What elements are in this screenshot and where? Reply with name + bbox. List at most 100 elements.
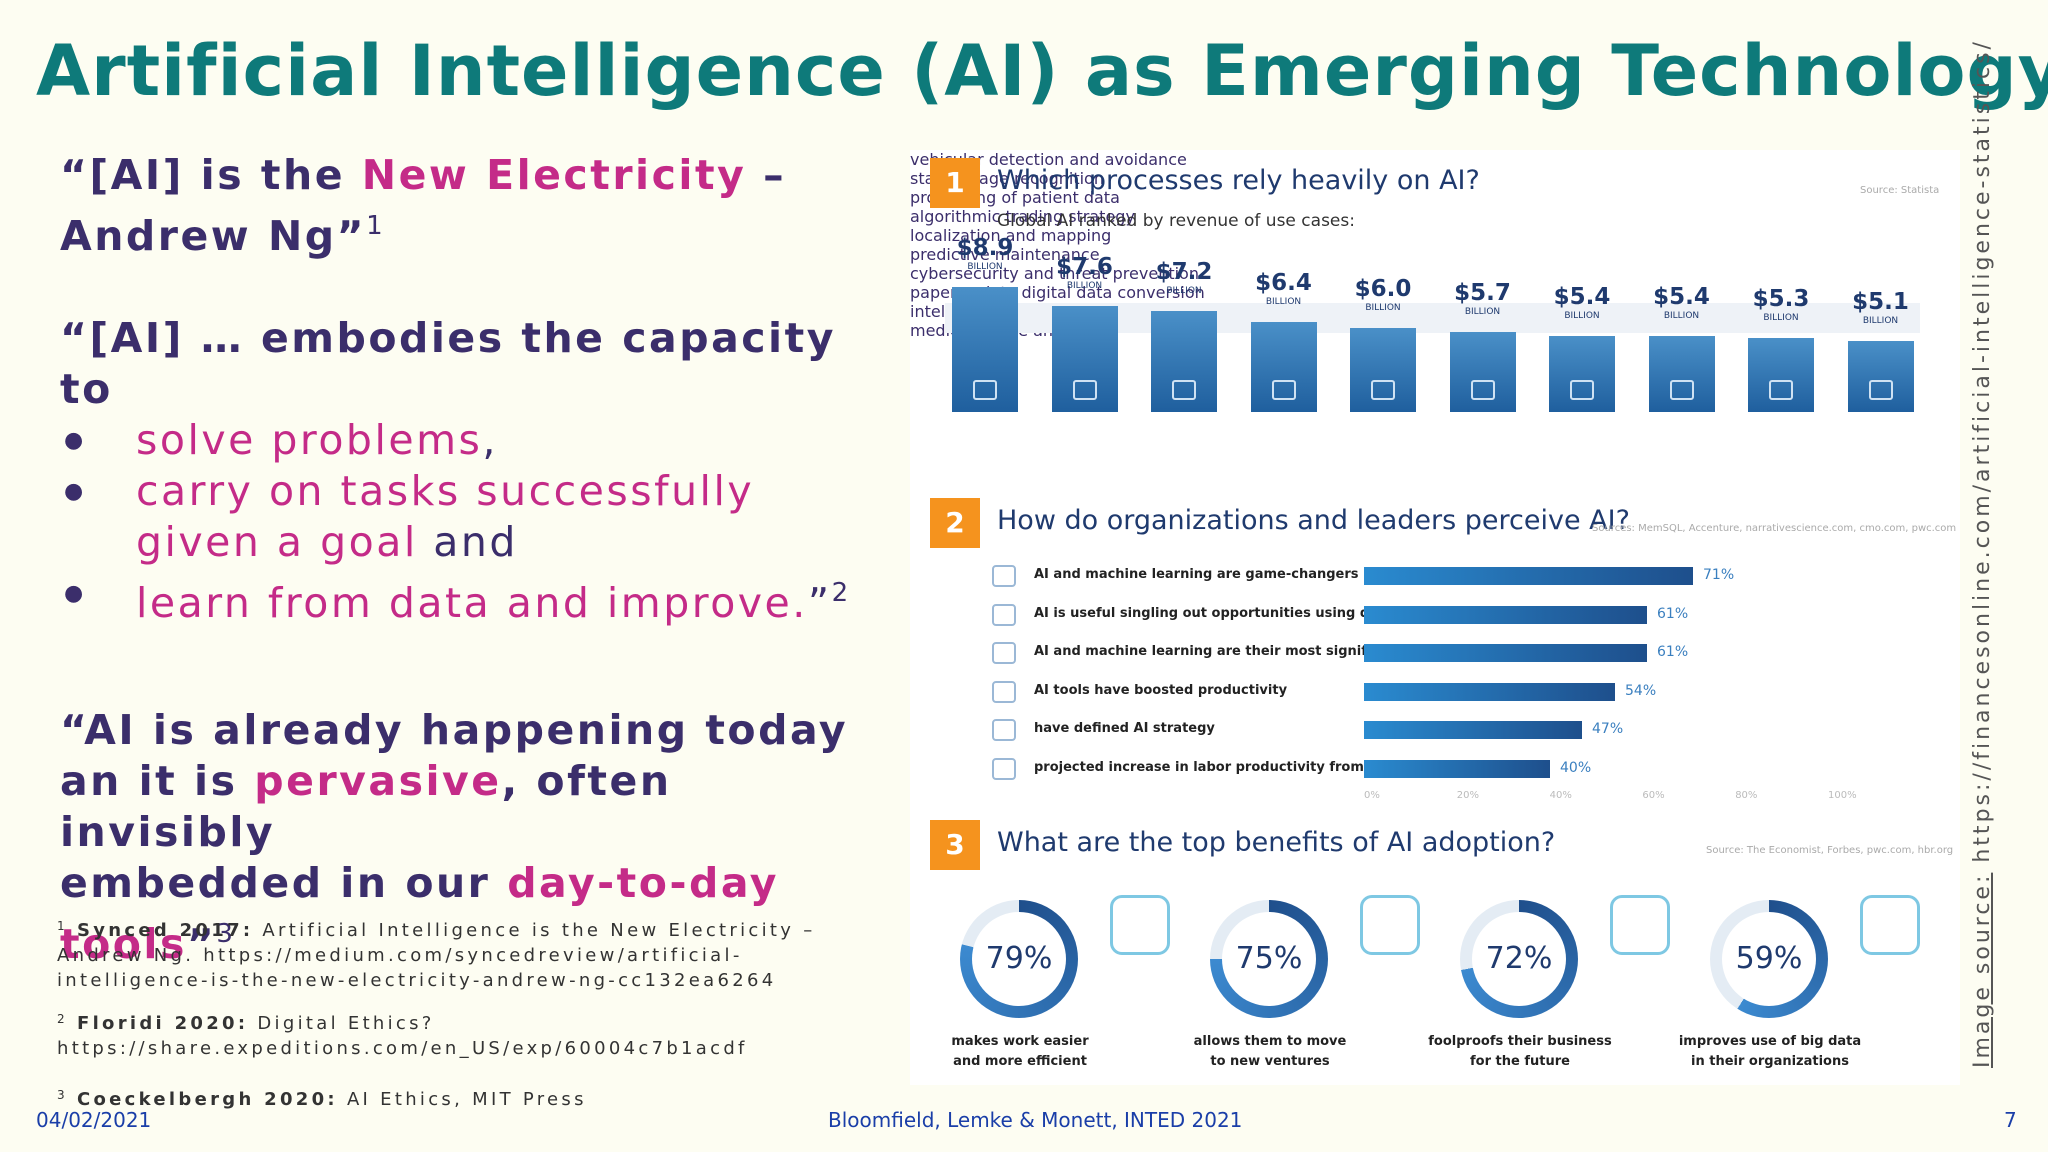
benefit-donut: 79% <box>960 900 1078 1018</box>
list-item: learn from data and improve.”2 <box>60 568 880 629</box>
bar-value-label: $5.4 <box>1553 284 1611 310</box>
bar-column: $5.4 BILLION <box>1648 284 1715 412</box>
benefit-label: foolproofs their business for the future <box>1410 1032 1630 1072</box>
bar-unit-label: BILLION <box>967 262 1003 272</box>
bar-column: $5.3 BILLION <box>1748 286 1814 412</box>
axis-tick-label: 60% <box>1642 790 1665 801</box>
bar-column: $8.9 BILLION <box>952 235 1018 412</box>
benefit-label-line: in their organizations <box>1691 1054 1849 1069</box>
bar-column: $5.4 BILLION <box>1549 284 1615 412</box>
perception-bar <box>1364 605 1647 624</box>
perception-bar <box>1364 682 1615 701</box>
bar-column: $6.0 BILLION <box>1350 276 1416 412</box>
perception-icon <box>992 719 1016 742</box>
bar <box>1449 332 1516 412</box>
section-3-number: 3 <box>930 820 980 870</box>
section-1-number: 1 <box>930 158 980 208</box>
use-case-icon <box>1371 380 1395 400</box>
perception-row: AI tools have boosted productivity 54% <box>992 679 1932 709</box>
section-2-title: How do organizations and leaders perceiv… <box>997 505 1630 536</box>
perception-bar <box>1364 567 1693 585</box>
benefit-label-line: makes work easier <box>951 1034 1089 1049</box>
perception-row: AI is useful singling out opportunities … <box>992 602 1932 632</box>
bar-value-label: $5.7 <box>1454 280 1511 306</box>
bar <box>952 287 1018 412</box>
footer-date: 04/02/2021 <box>36 1108 152 1132</box>
use-case-icon <box>1769 380 1793 400</box>
axis-tick-label: 0% <box>1364 790 1380 801</box>
perception-value: 61% <box>1657 605 1689 622</box>
section-2-number: 2 <box>930 498 980 548</box>
benefit-percentage: 75% <box>1222 912 1316 1006</box>
benefit-percentage: 79% <box>972 912 1066 1006</box>
references: 1 Synced 2017: Artificial Intelligence i… <box>57 914 877 1126</box>
bar-category-label: predictive maintenance <box>910 245 1100 264</box>
section-1-title: Which processes rely heavily on AI? <box>997 165 1480 196</box>
perception-icon <box>992 758 1016 780</box>
capacity-list: solve problems, carry on tasks successfu… <box>60 415 880 629</box>
axis-tick-label: 40% <box>1549 790 1572 801</box>
benefit-label: improves use of big data in their organiz… <box>1660 1032 1880 1072</box>
benefit-label-line: and more efficient <box>953 1054 1087 1069</box>
perception-value: 40% <box>1560 760 1592 776</box>
bar-unit-label: BILLION <box>1265 297 1302 307</box>
quotes-panel: “[AI] is the New Electricity – Andrew Ng… <box>60 150 880 970</box>
use-case-icon <box>1669 380 1694 400</box>
bar-unit-label: BILLION <box>1663 311 1700 321</box>
bar <box>1051 306 1118 412</box>
ai-statistics-infographic: 1 Which processes rely heavily on AI? So… <box>910 150 1960 1085</box>
bar-unit-label: BILLION <box>1464 307 1501 317</box>
bar-unit-label: BILLION <box>1564 311 1600 321</box>
perception-row: projected increase in labor productivity… <box>992 756 1932 786</box>
quote-capacity-intro: “[AI] … embodies the capacity to <box>60 314 836 413</box>
perception-label: projected increase in labor productivity… <box>1034 760 1414 775</box>
benefit-label-line: allows them to move <box>1193 1034 1347 1049</box>
benefit-icon <box>1610 895 1670 955</box>
section-3-title: What are the top benefits of AI adoption… <box>997 827 1556 858</box>
use-case-icon <box>1868 380 1893 400</box>
reference-2: 2 Floridi 2020: Digital Ethics? https://… <box>57 1012 748 1059</box>
bar-unit-label: BILLION <box>1066 281 1103 291</box>
perception-value: 47% <box>1592 721 1624 738</box>
use-case-icon <box>1271 380 1296 400</box>
axis-tick-label: 20% <box>1456 790 1480 801</box>
bar-value-label: $5.1 <box>1852 289 1909 315</box>
benefit-percentage: 72% <box>1472 912 1566 1006</box>
bar-value-label: $8.9 <box>956 235 1014 261</box>
perception-label: AI and machine learning are game-changer… <box>1034 567 1359 582</box>
perception-value: 71% <box>1703 567 1735 583</box>
perception-icon <box>992 603 1016 626</box>
benefit-label-line: foolproofs their business <box>1428 1034 1612 1049</box>
perception-label: have defined AI strategy <box>1034 721 1215 737</box>
quote-pervasive: “AI is already happening today an it is … <box>60 706 849 968</box>
perception-icon <box>992 680 1016 703</box>
bar-column: $7.2 BILLION <box>1151 259 1217 412</box>
benefit-label: allows them to move to new ventures <box>1160 1032 1380 1072</box>
perception-icon <box>992 642 1016 665</box>
use-case-icon <box>1470 380 1495 400</box>
bar-value-label: $5.4 <box>1653 284 1710 310</box>
bar <box>1847 341 1914 412</box>
reference-1: 1 Synced 2017: Artificial Intelligence i… <box>57 919 816 991</box>
bar-value-label: $6.4 <box>1255 270 1312 296</box>
perception-bar <box>1364 760 1550 778</box>
axis-tick-label: 80% <box>1735 790 1758 801</box>
benefit-donut: 75% <box>1210 900 1328 1018</box>
perception-row: have defined AI strategy 47% <box>992 717 1932 747</box>
bar-unit-label: BILLION <box>1763 313 1799 323</box>
footer-page-number: 7 <box>2004 1108 2017 1132</box>
bar <box>1648 336 1715 412</box>
benefit-icon <box>1360 895 1420 955</box>
benefit-label-line: improves use of big data <box>1678 1034 1862 1049</box>
benefit-label: makes work easier and more efficient <box>910 1032 1130 1072</box>
section-2-source: Sources: MemSQL, Accenture, narrativesci… <box>1592 523 1957 534</box>
perception-value: 54% <box>1625 682 1657 699</box>
benefit-donut: 72% <box>1460 900 1578 1018</box>
perception-row: AI and machine learning are their most s… <box>992 640 1932 670</box>
perception-label: AI tools have boosted productivity <box>1034 682 1288 698</box>
bar-unit-label: BILLION <box>1365 303 1401 313</box>
bar-unit-label: BILLION <box>1166 286 1202 296</box>
axis-tick-label: 100% <box>1828 790 1857 801</box>
list-item: solve problems, <box>60 415 880 466</box>
